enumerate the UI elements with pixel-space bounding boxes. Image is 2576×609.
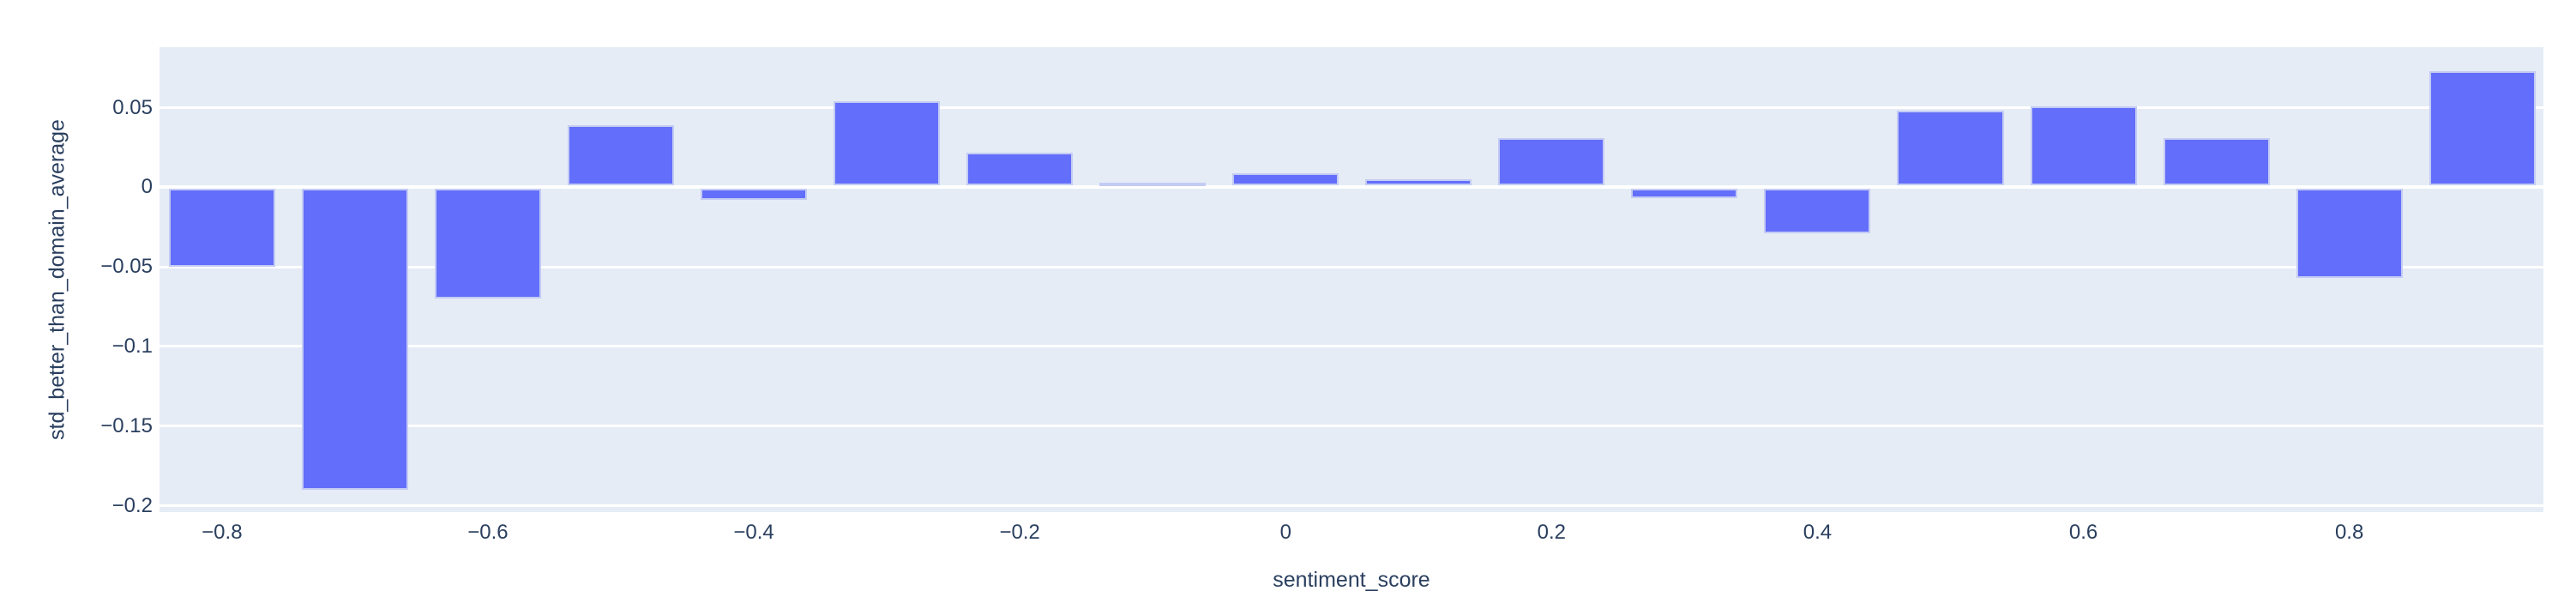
gridline-y--0.15 bbox=[159, 425, 2543, 428]
bar-x--0.8[interactable] bbox=[168, 189, 275, 268]
bar-x--0.2[interactable] bbox=[966, 152, 1074, 186]
x-tick-label-0: 0 bbox=[1279, 521, 1291, 544]
x-tick-label-0.8: 0.8 bbox=[2334, 521, 2364, 544]
x-tick-label--0.8: −0.8 bbox=[202, 521, 243, 544]
y-tick-label--0.05: −0.05 bbox=[100, 255, 153, 279]
y-tick-label--0.1: −0.1 bbox=[111, 334, 153, 358]
y-axis-title-text: std_better_than_domain_average bbox=[45, 119, 69, 440]
gridline-y--0.2 bbox=[159, 504, 2543, 508]
bar-x-0.6[interactable] bbox=[2030, 106, 2137, 186]
x-tick-label--0.2: −0.2 bbox=[999, 521, 1040, 544]
bar-x-0.8[interactable] bbox=[2296, 189, 2403, 279]
bar-x--0.7[interactable] bbox=[301, 189, 408, 490]
gridline-y--0.1 bbox=[159, 345, 2543, 348]
x-tick-label--0.6: −0.6 bbox=[467, 521, 509, 544]
gridline-y--0.05 bbox=[159, 265, 2543, 268]
y-tick-label--0.15: −0.15 bbox=[100, 413, 153, 437]
bar-x-0.5[interactable] bbox=[1897, 111, 2004, 186]
bar-x--0.4[interactable] bbox=[701, 189, 808, 201]
bar-x--0.5[interactable] bbox=[567, 124, 675, 186]
plot-area[interactable] bbox=[159, 47, 2543, 512]
y-tick-label-0.05: 0.05 bbox=[112, 95, 153, 119]
bar-x-0.1[interactable] bbox=[1365, 179, 1472, 186]
bar-x-0[interactable] bbox=[1232, 172, 1339, 186]
x-tick-label--0.4: −0.4 bbox=[733, 521, 774, 544]
bar-x--0.1[interactable] bbox=[1099, 182, 1207, 186]
x-tick-label-0.2: 0.2 bbox=[1537, 521, 1567, 544]
bar-x-0.4[interactable] bbox=[1764, 189, 1871, 234]
x-tick-label-0.6: 0.6 bbox=[2068, 521, 2098, 544]
bar-x-0.7[interactable] bbox=[2163, 137, 2270, 186]
bar-x-0.2[interactable] bbox=[1498, 137, 1605, 186]
y-tick-label-0: 0 bbox=[141, 175, 153, 199]
x-axis-title: sentiment_score bbox=[1273, 568, 1430, 592]
bar-x--0.6[interactable] bbox=[434, 189, 541, 299]
gridline-y-0.05 bbox=[159, 106, 2543, 110]
x-tick-label-0.4: 0.4 bbox=[1803, 521, 1833, 544]
bar-x-0.3[interactable] bbox=[1631, 189, 1738, 199]
y-tick-label--0.2: −0.2 bbox=[111, 493, 153, 517]
zeroline bbox=[159, 185, 2543, 190]
bar-x-0.9[interactable] bbox=[2429, 70, 2536, 186]
bar-x--0.3[interactable] bbox=[834, 101, 941, 186]
